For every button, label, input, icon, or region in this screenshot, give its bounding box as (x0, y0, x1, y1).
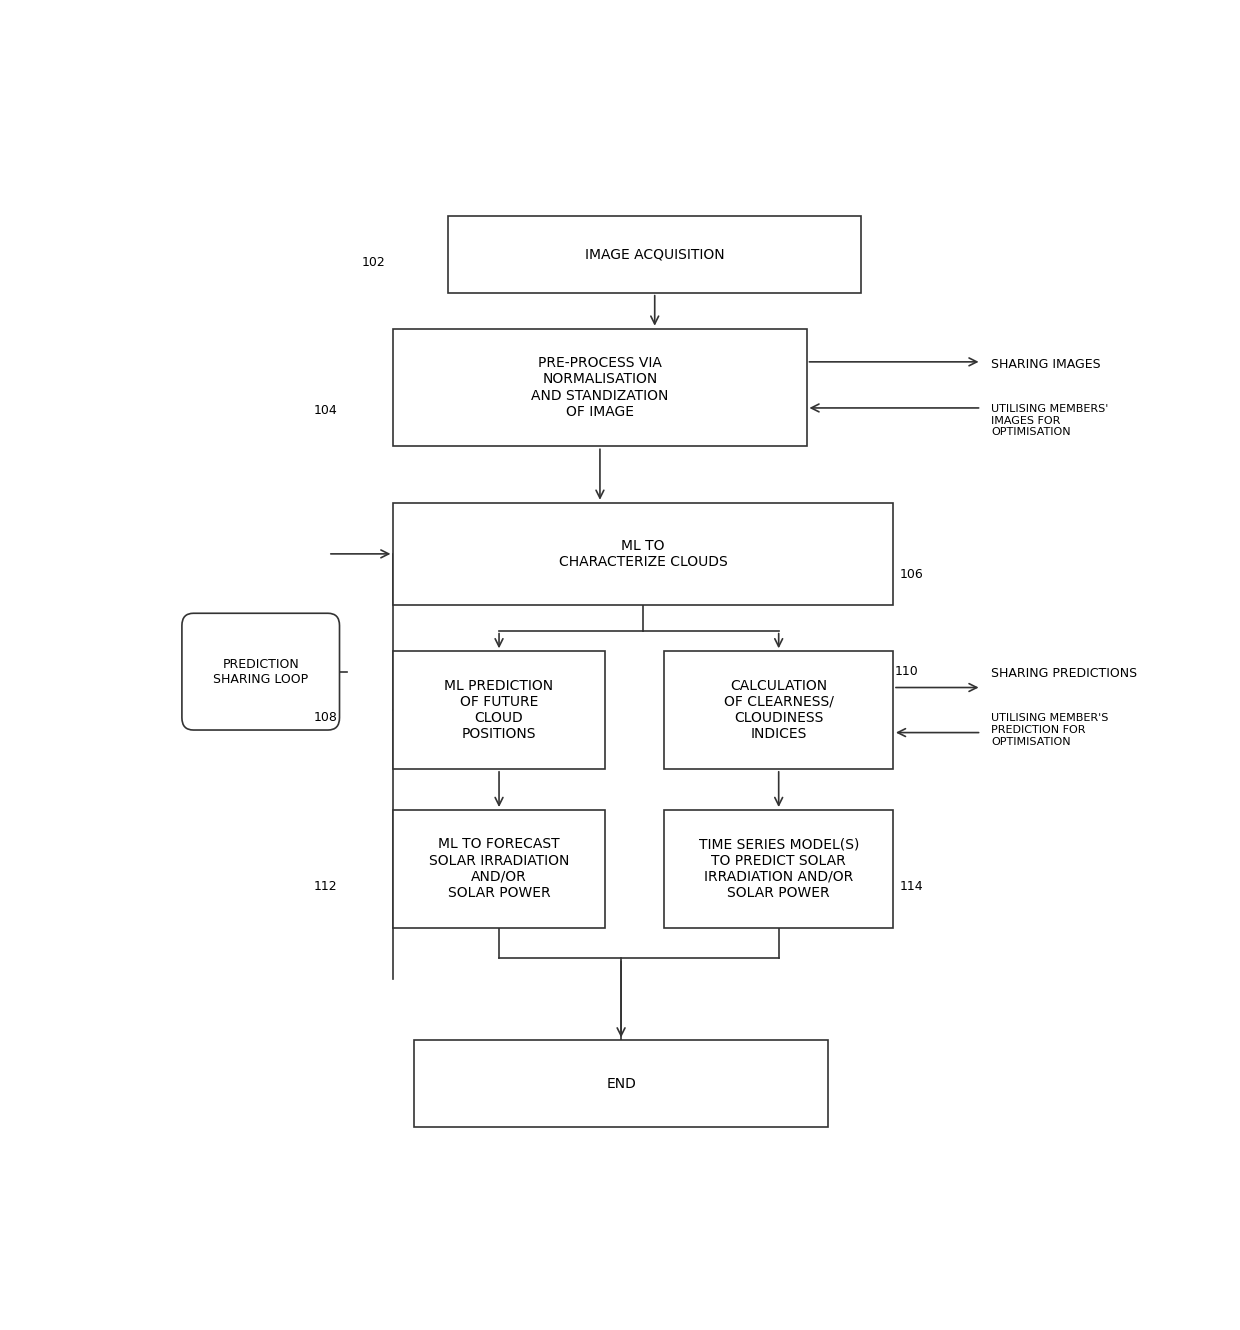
Bar (393, 503, 893, 605)
Text: 112: 112 (314, 880, 337, 894)
Text: 106: 106 (900, 568, 924, 581)
Text: PRE-PROCESS VIA
NORMALISATION
AND STANDIZATION
OF IMAGE: PRE-PROCESS VIA NORMALISATION AND STANDI… (531, 356, 668, 419)
Text: 110: 110 (895, 665, 919, 678)
Text: 108: 108 (314, 712, 337, 725)
Text: ML PREDICTION
OF FUTURE
CLOUD
POSITIONS: ML PREDICTION OF FUTURE CLOUD POSITIONS (444, 678, 553, 741)
Text: UTILISING MEMBERS'
IMAGES FOR
OPTIMISATION: UTILISING MEMBERS' IMAGES FOR OPTIMISATI… (991, 404, 1109, 438)
Text: ML TO FORECAST
SOLAR IRRADIATION
AND/OR
SOLAR POWER: ML TO FORECAST SOLAR IRRADIATION AND/OR … (429, 838, 569, 900)
Bar (393, 810, 605, 928)
Bar (393, 652, 605, 769)
Text: END: END (606, 1077, 636, 1091)
Bar (448, 215, 862, 293)
Text: PREDICTION
SHARING LOOP: PREDICTION SHARING LOOP (213, 657, 309, 686)
Bar (665, 652, 893, 769)
Text: SHARING PREDICTIONS: SHARING PREDICTIONS (991, 668, 1137, 680)
Text: TIME SERIES MODEL(S)
TO PREDICT SOLAR
IRRADIATION AND/OR
SOLAR POWER: TIME SERIES MODEL(S) TO PREDICT SOLAR IR… (698, 838, 859, 900)
Text: CALCULATION
OF CLEARNESS/
CLOUDINESS
INDICES: CALCULATION OF CLEARNESS/ CLOUDINESS IND… (724, 678, 833, 741)
Text: IMAGE ACQUISITION: IMAGE ACQUISITION (585, 247, 724, 261)
FancyBboxPatch shape (182, 613, 340, 730)
Bar (393, 329, 806, 447)
Text: 104: 104 (314, 404, 337, 418)
Text: SHARING IMAGES: SHARING IMAGES (991, 358, 1101, 371)
Text: ML TO
CHARACTERIZE CLOUDS: ML TO CHARACTERIZE CLOUDS (559, 539, 728, 569)
Bar (665, 810, 893, 928)
Text: 114: 114 (900, 880, 924, 894)
Text: UTILISING MEMBER'S
PREDICTION FOR
OPTIMISATION: UTILISING MEMBER'S PREDICTION FOR OPTIMI… (991, 713, 1109, 746)
Bar (414, 1040, 828, 1128)
Text: 102: 102 (362, 255, 386, 269)
